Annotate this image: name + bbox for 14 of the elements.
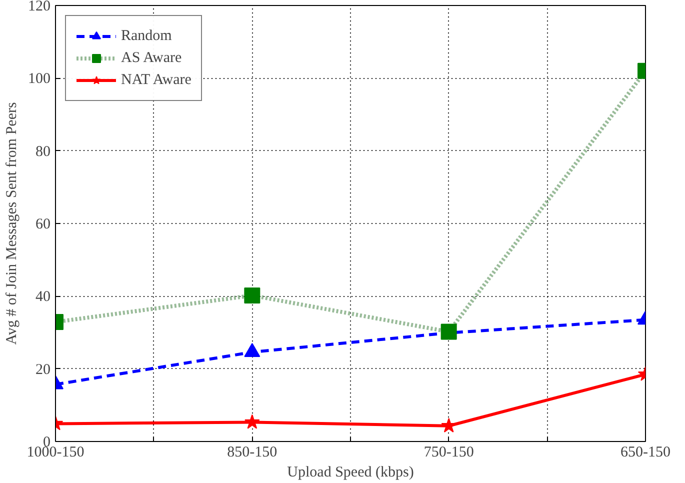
- y-axis-title: Avg # of Join Messages Sent from Peers: [4, 102, 20, 345]
- y-tick-label: 100: [28, 71, 50, 88]
- x-tick-label: 650-150: [620, 444, 670, 460]
- y-tick-label: 120: [28, 0, 50, 14]
- legend-label: AS Aware: [121, 50, 182, 66]
- x-axis-title: Upload Speed (kbps): [287, 464, 414, 480]
- y-tick-label: 20: [36, 362, 50, 378]
- y-tick-label: 60: [36, 216, 50, 232]
- legend-label: NAT Aware: [121, 72, 192, 88]
- y-tick-label: 80: [36, 144, 50, 160]
- y-tick-label: 40: [36, 289, 50, 306]
- legend-label: Random: [121, 28, 172, 44]
- x-tick-label: 750-150: [424, 444, 474, 460]
- x-tick-label: 850-150: [227, 444, 278, 460]
